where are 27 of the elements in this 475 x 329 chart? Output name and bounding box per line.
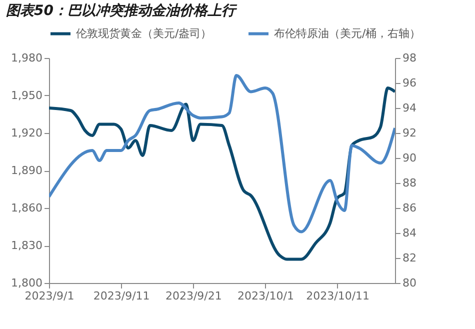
y-tick-label: 1,800 [11,276,42,290]
x-tick-label: 2023/10/11 [306,290,370,302]
y-tick-label: 1,920 [11,126,42,140]
x-tick-label: 2023/9/11 [93,290,150,302]
y2-tick-label: 98 [402,52,416,64]
y2-tick-label: 90 [402,152,416,164]
y-tick-label: 1,890 [11,164,42,177]
y2-tick-label: 96 [402,76,416,90]
y2-tick-label: 80 [402,276,416,290]
x-tick-label: 2023/9/21 [165,290,222,302]
x-tick-label: 2023/9/1 [24,290,74,302]
x-tick-label: 2023/10/1 [238,290,294,302]
y-tick-label: 1,980 [11,52,42,64]
legend-label: 布伦特原油（美元/桶，右轴） [274,26,421,40]
chart-title: 图表50：巴以冲突推动金油价格上行 [6,2,236,20]
y-tick-label: 1,950 [11,89,42,102]
y2-tick-label: 88 [402,176,416,190]
line-series [49,74,395,234]
legend-label: 伦敦现货黄金（美元/盎司） [76,26,212,40]
y2-tick-label: 82 [402,252,416,264]
y2-tick-label: 94 [402,102,416,114]
y-tick-label: 1,830 [11,239,42,252]
line-series [49,86,395,261]
y2-tick-label: 92 [402,126,416,140]
y2-tick-label: 86 [402,202,416,214]
y2-tick-label: 84 [402,226,416,240]
y-tick-label: 1,860 [11,202,42,214]
